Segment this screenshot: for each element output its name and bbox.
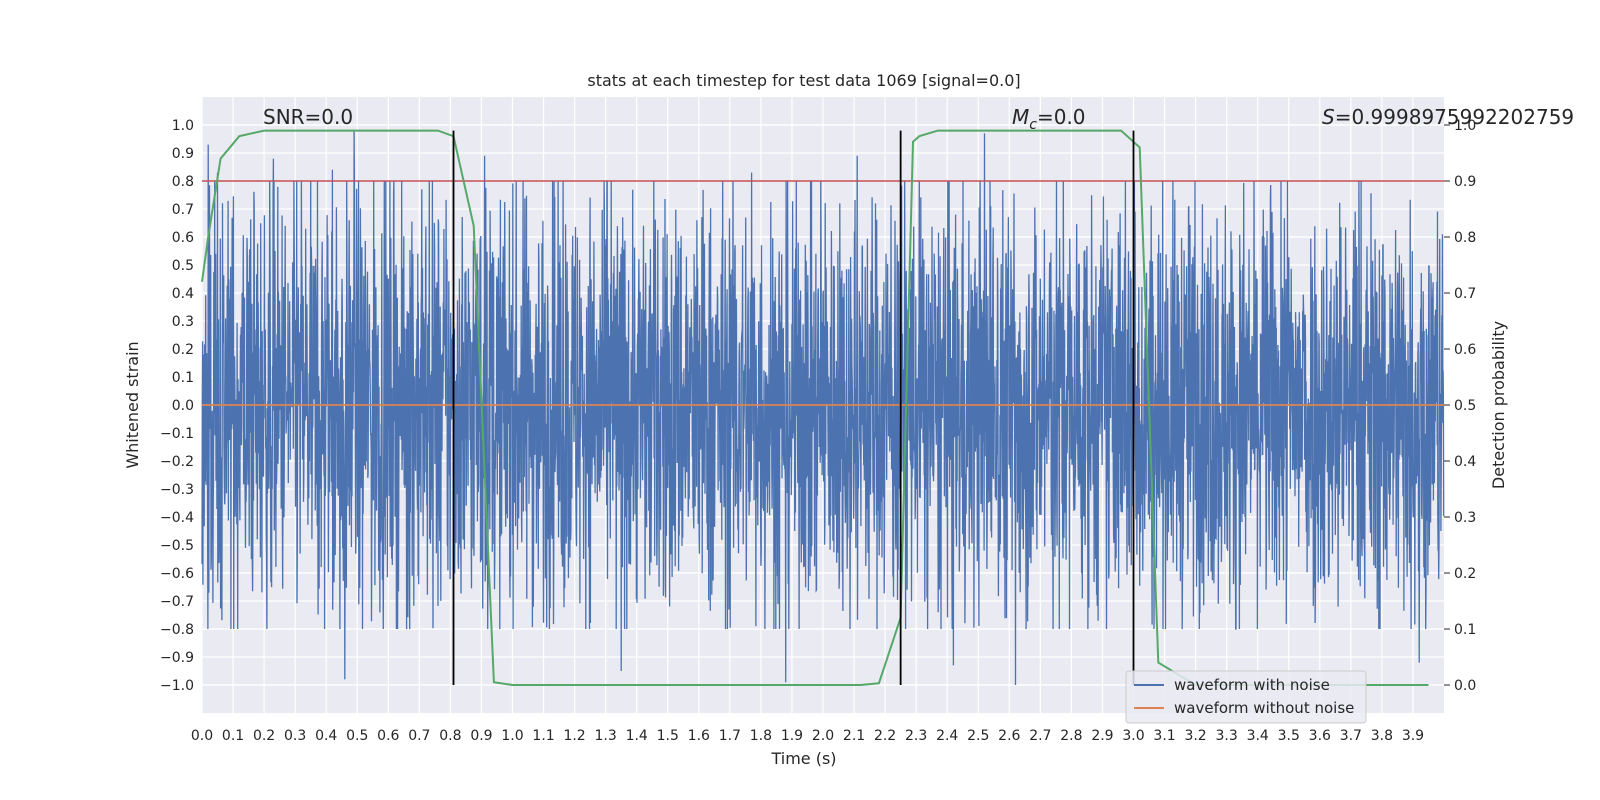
x-tick-label: 2.7 xyxy=(1029,728,1051,744)
y2-tick-label: 1.0 xyxy=(1454,118,1476,134)
y-tick-label: −0.4 xyxy=(160,510,194,526)
score-symbol: S xyxy=(1322,105,1335,129)
chart-title: stats at each timestep for test data 106… xyxy=(587,71,1020,90)
x-tick-label: 2.5 xyxy=(967,728,989,744)
score-annotation: S=0.9998975992202759 xyxy=(1322,105,1574,129)
x-tick-label: 1.9 xyxy=(781,728,803,744)
x-tick-label: 0.8 xyxy=(439,728,461,744)
x-tick-label: 2.3 xyxy=(905,728,927,744)
x-tick-label: 2.9 xyxy=(1091,728,1113,744)
legend-label-noise: waveform with noise xyxy=(1174,676,1330,694)
y-axis-ticks: 1.0 0.9 0.8 0.7 0.6 0.5 0.4 0.3 0.2 0.1 0.0 −0.1 −0.… xyxy=(160,118,194,694)
y-tick-label: −0.8 xyxy=(160,622,194,638)
chirp-mass-symbol: M xyxy=(1012,105,1029,129)
x-tick-label: 0.0 xyxy=(191,728,213,744)
chirp-mass-annotation: Mc=0.0 xyxy=(1012,105,1086,133)
y-tick-label: 1.0 xyxy=(172,118,194,134)
x-tick-label: 2.6 xyxy=(998,728,1020,744)
x-tick-label: 0.1 xyxy=(222,728,244,744)
y-tick-label: −0.6 xyxy=(160,566,194,582)
x-tick-label: 1.5 xyxy=(657,728,679,744)
x-tick-label: 0.3 xyxy=(284,728,306,744)
x-tick-label: 3.8 xyxy=(1371,728,1393,744)
y-tick-label: 0.5 xyxy=(172,258,194,274)
x-tick-label: 3.0 xyxy=(1122,728,1144,744)
y2-tick-label: 0.9 xyxy=(1454,174,1476,190)
x-tick-label: 1.4 xyxy=(626,728,648,744)
x-tick-label: 1.2 xyxy=(563,728,585,744)
y-tick-label: 0.1 xyxy=(172,370,194,386)
y-tick-label: −0.7 xyxy=(160,594,194,610)
x-tick-label: 2.2 xyxy=(874,728,896,744)
y2-tick-label: 0.3 xyxy=(1454,510,1476,526)
y2-tick-label: 0.1 xyxy=(1454,622,1476,638)
y-tick-label: −0.3 xyxy=(160,482,194,498)
x-axis-label: Time (s) xyxy=(770,749,836,768)
x-tick-label: 2.4 xyxy=(936,728,958,744)
legend-box xyxy=(1125,670,1367,724)
y2-tick-label: 0.8 xyxy=(1454,230,1476,246)
y-tick-label: 0.7 xyxy=(172,202,194,218)
x-tick-label: 0.9 xyxy=(470,728,492,744)
x-tick-label: 3.6 xyxy=(1309,728,1331,744)
x-tick-label: 1.3 xyxy=(595,728,617,744)
x-tick-label: 0.4 xyxy=(315,728,337,744)
y2-tick-label: 0.4 xyxy=(1454,454,1476,470)
legend: waveform with noise waveform without noi… xyxy=(1125,670,1367,724)
y2-tick-label: 0.2 xyxy=(1454,566,1476,582)
score-value: =0.9998975992202759 xyxy=(1335,105,1574,129)
legend-label-clean: waveform without noise xyxy=(1174,699,1354,717)
y-tick-label: 0.3 xyxy=(172,314,194,330)
x-tick-label: 1.1 xyxy=(532,728,554,744)
y2-axis-label: Detection probability xyxy=(1489,321,1508,489)
y2-tick-label: 0.0 xyxy=(1454,678,1476,694)
x-tick-label: 3.3 xyxy=(1216,728,1238,744)
y-tick-label: 0.8 xyxy=(172,174,194,190)
x-tick-label: 0.6 xyxy=(377,728,399,744)
x-tick-label: 2.0 xyxy=(812,728,834,744)
snr-annotation: SNR=0.0 xyxy=(263,105,353,129)
vertical-markers xyxy=(452,130,1135,685)
x-tick-label: 1.6 xyxy=(688,728,710,744)
y2-axis-ticks: 1.0 0.9 0.8 0.7 0.6 0.5 0.4 0.3 0.2 0.1 0.0 xyxy=(1444,118,1476,694)
y-tick-label: 0.0 xyxy=(172,398,194,414)
x-tick-label: 3.1 xyxy=(1153,728,1175,744)
y-tick-label: −0.2 xyxy=(160,454,194,470)
x-tick-label: 3.2 xyxy=(1184,728,1206,744)
noise-waveform-path xyxy=(201,130,1445,686)
x-tick-label: 1.7 xyxy=(719,728,741,744)
y-tick-label: 0.2 xyxy=(172,342,194,358)
x-tick-label: 2.8 xyxy=(1060,728,1082,744)
y-tick-label: 0.6 xyxy=(172,230,194,246)
y2-tick-label: 0.6 xyxy=(1454,342,1476,358)
y-tick-label: 0.9 xyxy=(172,146,194,162)
y2-tick-label: 0.5 xyxy=(1454,398,1476,414)
chirp-mass-value: =0.0 xyxy=(1037,105,1086,129)
y-axis-label: Whitened strain xyxy=(123,341,142,468)
y-tick-label: −0.1 xyxy=(160,426,194,442)
y-tick-label: −0.9 xyxy=(160,650,194,666)
series-waveform-with-noise xyxy=(201,130,1445,686)
x-tick-label: 0.2 xyxy=(253,728,275,744)
x-axis-ticks: 0.0 0.1 0.2 0.3 0.4 0.5 0.6 0.7 0.8 0.9 1.0 1.1 1.2 1… xyxy=(191,728,1424,744)
probability-path xyxy=(201,129,1429,686)
series-detection-probability xyxy=(201,129,1429,686)
x-tick-label: 3.9 xyxy=(1402,728,1424,744)
y-tick-label: −0.5 xyxy=(160,538,194,554)
x-tick-label: 0.7 xyxy=(408,728,430,744)
y2-tick-label: 0.7 xyxy=(1454,286,1476,302)
y-tick-label: −1.0 xyxy=(160,678,194,694)
y-tick-label: 0.4 xyxy=(172,286,194,302)
x-tick-label: 2.1 xyxy=(843,728,865,744)
x-tick-label: 1.0 xyxy=(501,728,523,744)
x-tick-label: 3.5 xyxy=(1278,728,1300,744)
x-tick-label: 1.8 xyxy=(750,728,772,744)
x-tick-label: 3.4 xyxy=(1247,728,1269,744)
x-tick-label: 3.7 xyxy=(1340,728,1362,744)
x-tick-label: 0.5 xyxy=(346,728,368,744)
chirp-mass-subscript: c xyxy=(1029,117,1037,133)
